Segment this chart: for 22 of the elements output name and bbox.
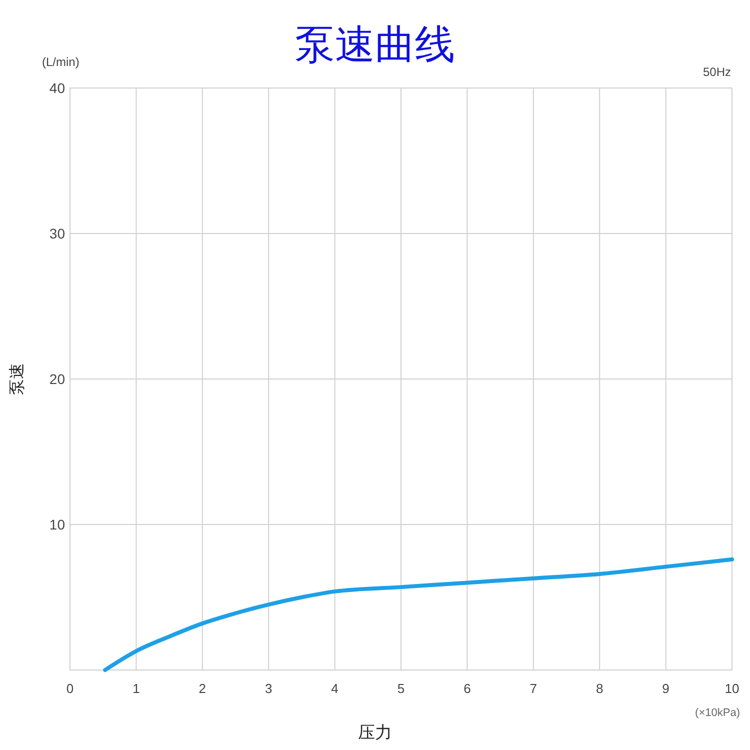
x-tick-label: 10 <box>724 681 740 696</box>
y-tick-label: 30 <box>49 226 66 242</box>
text: (L/min) <box>42 55 80 69</box>
x-tick-label: 9 <box>662 681 670 696</box>
text: 50Hz <box>702 65 731 79</box>
text: (×10kPa) <box>695 707 740 719</box>
y-tick-label: 10 <box>49 516 66 532</box>
line-series <box>103 557 734 672</box>
x-tick-label: 7 <box>530 681 538 696</box>
x-tick-label: 3 <box>264 681 272 696</box>
y-tick-label: 40 <box>49 80 66 96</box>
x-tick-label: 6 <box>464 681 471 696</box>
x-tick-label: 5 <box>397 681 405 696</box>
y-axis-title: 泵速 <box>8 363 26 395</box>
x-tick-label: 8 <box>596 681 604 696</box>
y-tick-label: 20 <box>49 371 66 387</box>
x-tick-label: 1 <box>132 681 140 696</box>
chart-title: 泵速曲线 <box>295 22 455 67</box>
x-axis-title: 压力 <box>358 723 392 742</box>
x-tick-label: 0 <box>66 681 74 696</box>
x-tick-label: 4 <box>331 681 338 696</box>
x-tick-label: 2 <box>198 681 206 696</box>
